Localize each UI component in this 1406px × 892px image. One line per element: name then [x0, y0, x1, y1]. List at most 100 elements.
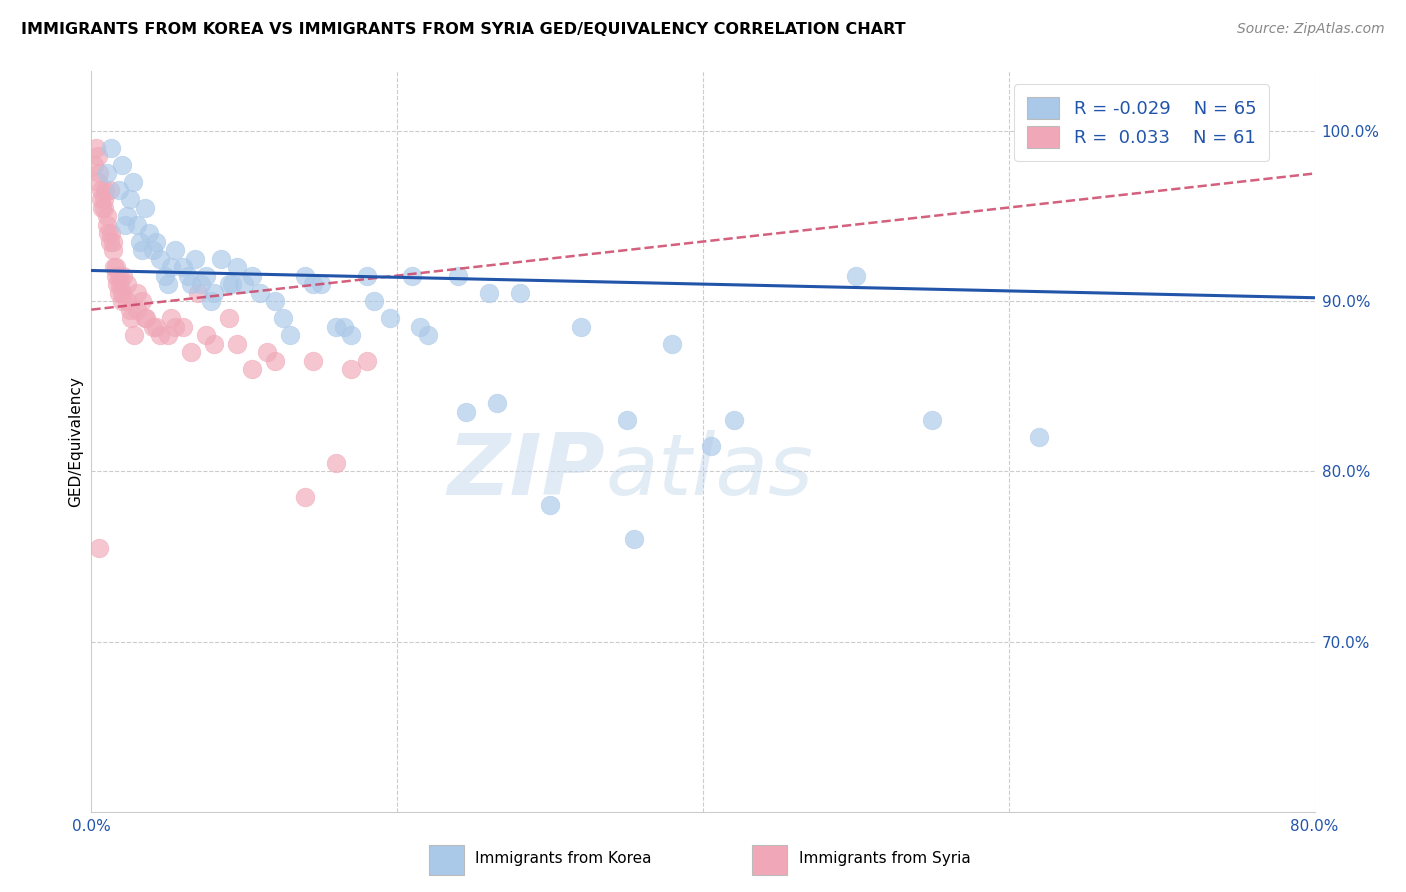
Point	[309, 277, 332, 292]
Point	[87, 541, 110, 555]
Point	[103, 260, 125, 274]
Point	[200, 294, 222, 309]
Point	[149, 252, 172, 266]
Point	[356, 268, 378, 283]
Point	[921, 413, 943, 427]
Point	[108, 184, 131, 198]
Text: atlas: atlas	[605, 430, 813, 513]
Point	[256, 345, 278, 359]
Point	[90, 184, 112, 198]
Point	[100, 141, 122, 155]
Point	[401, 268, 423, 283]
Point	[86, 175, 108, 189]
Point	[121, 175, 143, 189]
Text: Immigrants from Korea: Immigrants from Korea	[475, 851, 652, 866]
Point	[111, 285, 134, 300]
Point	[141, 243, 163, 257]
Bar	[429, 846, 464, 875]
Point	[97, 226, 120, 240]
Point	[233, 277, 256, 292]
Point	[218, 277, 240, 292]
Point	[409, 319, 432, 334]
Point	[177, 268, 200, 283]
Text: IMMIGRANTS FROM KOREA VS IMMIGRANTS FROM SYRIA GED/EQUIVALENCY CORRELATION CHART: IMMIGRANTS FROM KOREA VS IMMIGRANTS FROM…	[21, 22, 905, 37]
Point	[180, 345, 202, 359]
Bar	[752, 846, 787, 875]
Point	[110, 277, 132, 292]
Point	[356, 353, 378, 368]
Legend: R = -0.029    N = 65, R =  0.033    N = 61: R = -0.029 N = 65, R = 0.033 N = 61	[1014, 84, 1268, 161]
Point	[141, 319, 163, 334]
Point	[202, 336, 225, 351]
Point	[96, 209, 118, 223]
Point	[447, 268, 470, 283]
Point	[96, 166, 118, 180]
Point	[149, 328, 172, 343]
Point	[108, 285, 131, 300]
Point	[98, 184, 121, 198]
Point	[134, 311, 156, 326]
Point	[264, 294, 287, 309]
Text: Source: ZipAtlas.com: Source: ZipAtlas.com	[1237, 22, 1385, 37]
Point	[538, 499, 561, 513]
Point	[332, 319, 354, 334]
Point	[115, 294, 138, 309]
Point	[115, 209, 138, 223]
Point	[118, 192, 141, 206]
Point	[218, 311, 240, 326]
Point	[172, 319, 194, 334]
Point	[93, 201, 115, 215]
Point	[127, 218, 149, 232]
Point	[416, 328, 439, 343]
Point	[94, 184, 117, 198]
Point	[127, 302, 149, 317]
Point	[509, 285, 531, 300]
Point	[114, 218, 136, 232]
Point	[131, 243, 153, 257]
Point	[93, 192, 115, 206]
Point	[156, 328, 179, 343]
Point	[112, 268, 135, 283]
Point	[294, 268, 316, 283]
Point	[240, 268, 263, 283]
Point	[485, 396, 508, 410]
Point	[127, 285, 149, 300]
Point	[153, 268, 176, 283]
Point	[225, 336, 247, 351]
Point	[91, 201, 114, 215]
Point	[96, 218, 118, 232]
Point	[302, 277, 325, 292]
Text: ZIP: ZIP	[447, 430, 605, 513]
Point	[195, 268, 218, 283]
Point	[184, 252, 207, 266]
Point	[195, 328, 218, 343]
Point	[325, 456, 347, 470]
Point	[325, 319, 347, 334]
Point	[278, 328, 301, 343]
Point	[145, 235, 167, 249]
Point	[378, 311, 401, 326]
Point	[83, 158, 105, 172]
Point	[340, 362, 363, 376]
Point	[249, 285, 271, 300]
Point	[723, 413, 745, 427]
Point	[86, 149, 108, 163]
Point	[271, 311, 294, 326]
Point	[661, 336, 683, 351]
Point	[101, 235, 124, 249]
Point	[202, 285, 225, 300]
Point	[180, 277, 202, 292]
Point	[225, 260, 247, 274]
Point	[623, 533, 645, 547]
Point	[134, 201, 156, 215]
Point	[699, 439, 721, 453]
Point	[111, 158, 134, 172]
Point	[120, 311, 142, 326]
Point	[240, 362, 263, 376]
Point	[340, 328, 363, 343]
Point	[100, 226, 122, 240]
Point	[156, 277, 179, 292]
Point	[104, 268, 127, 283]
Point	[569, 319, 592, 334]
Point	[160, 311, 183, 326]
